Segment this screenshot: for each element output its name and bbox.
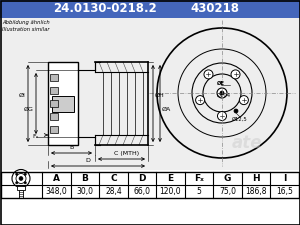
Circle shape <box>204 70 213 79</box>
Circle shape <box>239 96 248 105</box>
Text: ØG: ØG <box>24 107 34 112</box>
Bar <box>50 113 58 120</box>
Circle shape <box>24 182 26 184</box>
Text: 66,0: 66,0 <box>134 187 150 196</box>
Circle shape <box>16 173 18 176</box>
Circle shape <box>234 109 238 113</box>
Text: ØI: ØI <box>19 93 26 98</box>
Text: Ø104: Ø104 <box>217 92 231 97</box>
Circle shape <box>220 91 224 95</box>
Bar <box>1 18 299 170</box>
Text: D: D <box>138 174 146 183</box>
Text: 5: 5 <box>196 187 202 196</box>
Bar <box>50 74 58 81</box>
Circle shape <box>218 112 226 121</box>
Circle shape <box>217 88 227 98</box>
Text: B: B <box>69 145 74 150</box>
Bar <box>0 0 300 18</box>
Text: 28,4: 28,4 <box>105 187 122 196</box>
Bar <box>17 185 25 189</box>
Text: 75,0: 75,0 <box>219 187 236 196</box>
Text: 186,8: 186,8 <box>245 187 267 196</box>
Text: I: I <box>283 174 286 183</box>
Text: Fₓ: Fₓ <box>194 174 204 183</box>
Circle shape <box>19 176 23 180</box>
Text: G: G <box>224 174 231 183</box>
Text: E: E <box>167 174 174 183</box>
Bar <box>50 87 58 94</box>
Bar <box>48 62 78 145</box>
Circle shape <box>231 70 240 79</box>
Text: 16,5: 16,5 <box>276 187 293 196</box>
Text: 24.0130-0218.2: 24.0130-0218.2 <box>53 2 157 16</box>
Text: C (MTH): C (MTH) <box>114 151 139 156</box>
Text: ØA: ØA <box>162 107 171 112</box>
Bar <box>50 126 58 133</box>
Text: 30,0: 30,0 <box>76 187 93 196</box>
Bar <box>50 100 58 107</box>
Text: B: B <box>81 174 88 183</box>
Text: 430218: 430218 <box>190 2 239 16</box>
Circle shape <box>24 173 26 176</box>
Bar <box>19 189 23 198</box>
Circle shape <box>16 182 18 184</box>
Text: H: H <box>252 174 260 183</box>
Bar <box>52 95 74 112</box>
Text: ate: ate <box>232 134 262 152</box>
Text: C: C <box>110 174 117 183</box>
Text: D: D <box>85 158 90 163</box>
Circle shape <box>196 96 205 105</box>
Text: Abbildung ähnlich
Illustration similar: Abbildung ähnlich Illustration similar <box>2 20 50 32</box>
Bar <box>1 172 299 198</box>
Text: Ø12,5: Ø12,5 <box>232 117 248 122</box>
Text: A: A <box>53 174 60 183</box>
Text: ØE: ØE <box>217 81 225 86</box>
Bar <box>1 172 299 198</box>
Text: Fₓ: Fₓ <box>32 135 38 140</box>
Text: 120,0: 120,0 <box>160 187 181 196</box>
Text: 348,0: 348,0 <box>45 187 67 196</box>
Text: ØH: ØH <box>155 93 165 98</box>
